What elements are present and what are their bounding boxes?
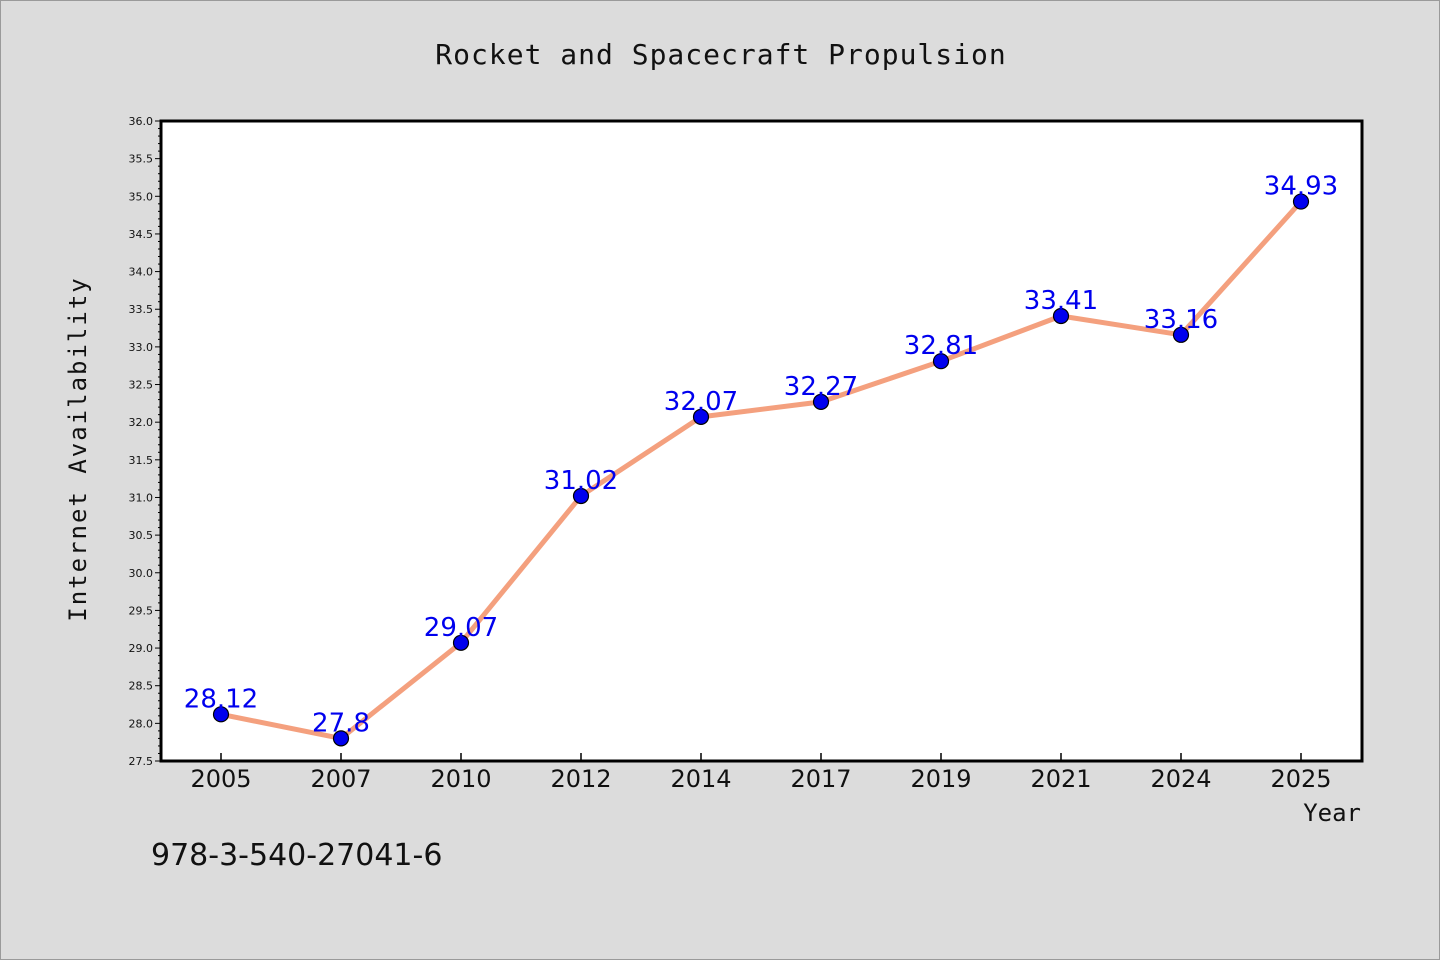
footnote-isbn: 978-3-540-27041-6 <box>151 838 442 873</box>
y-tick-label: 33.5 <box>129 303 154 316</box>
y-tick-label: 34.0 <box>129 266 154 279</box>
x-tick-label: 2017 <box>790 765 851 793</box>
y-tick-label: 29.5 <box>129 604 154 617</box>
chart-title: Rocket and Spacecraft Propulsion <box>435 38 1006 71</box>
plot-area <box>159 119 1364 763</box>
y-tick-label: 29.0 <box>129 642 154 655</box>
data-point <box>1292 193 1310 210</box>
y-tick-label: 35.5 <box>129 153 154 166</box>
data-label: 29.07 <box>424 613 498 643</box>
data-point <box>1052 307 1070 325</box>
data-label: 32.07 <box>664 387 738 417</box>
data-point <box>212 706 230 723</box>
series-layer <box>212 193 1310 747</box>
x-tick-label: 2024 <box>1150 765 1211 793</box>
data-label: 34.93 <box>1264 172 1338 202</box>
y-tick-label: 30.5 <box>129 529 154 542</box>
y-axis: 27.5 28.0 28.5 29.0 29.5 30.0 30.5 31.0 31.5 32.0… <box>129 115 161 768</box>
x-tick-label: 2005 <box>190 765 251 793</box>
data-point <box>332 730 350 747</box>
y-tick-label: 32.0 <box>129 416 154 429</box>
y-tick-label: 33.0 <box>129 341 154 354</box>
y-tick-label: 28.5 <box>129 680 154 693</box>
x-tick-label: 2014 <box>670 765 731 793</box>
data-label: 32.27 <box>784 372 858 402</box>
y-tick-label: 35.0 <box>129 190 154 203</box>
x-tick-label: 2010 <box>430 765 491 793</box>
data-label: 27.8 <box>312 708 370 738</box>
x-axis-label: Year <box>1303 799 1361 827</box>
x-tick-label: 2025 <box>1270 765 1331 793</box>
data-label: 33.41 <box>1024 286 1098 316</box>
data-label: 33.16 <box>1144 305 1218 335</box>
data-point <box>1172 326 1190 343</box>
series-line <box>218 199 1304 741</box>
data-point <box>812 393 830 410</box>
data-point <box>932 353 950 370</box>
data-label: 28.12 <box>184 684 258 714</box>
data-point <box>692 408 710 426</box>
y-tick-label: 34.5 <box>129 228 154 241</box>
y-tick-label: 30.0 <box>129 567 154 580</box>
y-tick-label: 28.0 <box>129 717 154 730</box>
data-point <box>452 634 470 651</box>
data-label: 31.02 <box>544 466 618 496</box>
data-label: 32.81 <box>904 331 978 361</box>
data-point <box>572 487 590 505</box>
x-axis: 2005 2007 2010 2012 2014 2017 2019 2021 2024 2025 <box>190 753 1332 793</box>
x-tick-label: 2007 <box>310 765 371 793</box>
y-tick-label: 36.0 <box>129 115 154 128</box>
y-axis-label: Internet Availability <box>64 276 92 621</box>
y-tick-label: 31.5 <box>129 454 154 467</box>
x-tick-label: 2019 <box>910 765 971 793</box>
y-tick-label: 31.0 <box>129 491 154 504</box>
data-label-layer: 28.12 27.8 29.07 31.02 32.07 32.27 32.81 33.41 3… <box>184 172 1338 739</box>
x-tick-label: 2021 <box>1030 765 1091 793</box>
y-tick-label: 27.5 <box>129 755 154 768</box>
x-tick-label: 2012 <box>550 765 611 793</box>
y-tick-label: 32.5 <box>129 379 154 392</box>
